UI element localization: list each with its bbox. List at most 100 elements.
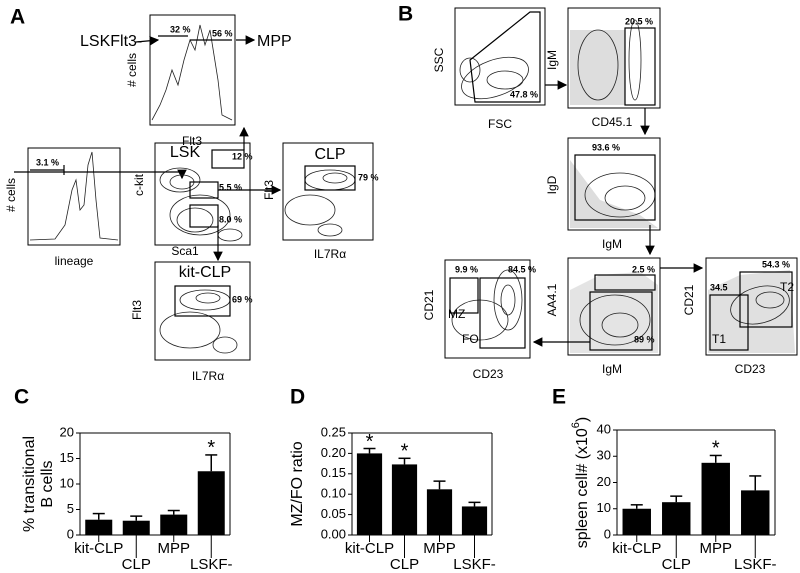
pct: 9.9 % — [455, 264, 478, 274]
significance-star: * — [712, 438, 720, 460]
flt3-histogram: 32 % 56 % LSKFlt3- MPP # cells Flt3 — [80, 14, 292, 148]
y-axis-label-text: spleen cell# (x10 — [574, 428, 591, 548]
y-axis-label-text: MZ/FO ratio — [289, 441, 306, 526]
y-axis-label-sup: 6 — [570, 422, 582, 428]
y-axis-label-tail: ) — [574, 417, 591, 422]
y-tick-label: 0.15 — [321, 465, 346, 480]
bar — [741, 490, 770, 535]
lineage-histogram: 3.1 % # cells lineage — [4, 147, 187, 268]
igd-plot: 93.6 % IgD IgM — [545, 137, 661, 256]
y-axis-label-text: % transitional — [21, 436, 38, 532]
pct: 8.0 % — [219, 214, 242, 224]
pct: 89 % — [634, 334, 655, 344]
scatter-plot: 47.8 % SSC FSC — [432, 7, 568, 131]
pct: 5.5 % — [219, 182, 242, 192]
gate-label: LSKFlt3- — [80, 33, 142, 50]
pct: 2.5 % — [632, 264, 655, 274]
bar — [662, 502, 691, 535]
panel-label: C — [14, 386, 29, 409]
significance-star: * — [366, 431, 374, 453]
axis-label: # cells — [125, 53, 139, 87]
bar — [122, 520, 150, 535]
x-tick-label: MPP — [157, 540, 190, 557]
significance-star: * — [401, 441, 409, 463]
y-axis-label: MZ/FO ratio — [289, 441, 306, 526]
bar — [160, 514, 188, 535]
bar — [426, 489, 453, 535]
clp-plot: CLP 79 % Flt3 IL7Rα — [262, 142, 379, 261]
axis-label: IgM — [602, 237, 622, 251]
x-tick-label: MPP — [423, 540, 456, 557]
y-tick-label: 40 — [597, 421, 611, 436]
x-tick-label: LSKF- — [190, 556, 233, 573]
aa41-plot: 2.5 % 89 % AA4.1 IgM — [532, 257, 704, 376]
axis-label: AA4.1 — [545, 283, 559, 316]
bar — [701, 462, 730, 535]
y-tick-label: 0.00 — [321, 526, 346, 541]
pct: 56 % — [212, 28, 233, 38]
y-tick-label: 0 — [67, 526, 74, 541]
y-tick-label: 5 — [67, 501, 74, 516]
pct: 93.6 % — [592, 142, 620, 152]
axis-label: CD45.1 — [592, 115, 633, 129]
gate-label: MZ — [448, 307, 465, 321]
bar — [391, 464, 418, 535]
y-tick-label: 0 — [604, 526, 611, 541]
x-tick-label: kit-CLP — [612, 540, 661, 557]
x-tick-label: kit-CLP — [74, 540, 123, 557]
axis-label: Flt3 — [130, 300, 144, 320]
y-tick-label: 0.10 — [321, 486, 346, 501]
axis-label: CD23 — [735, 362, 766, 376]
x-tick-label: CLP — [662, 556, 691, 573]
axis-label: CD23 — [473, 367, 504, 381]
panel-label: E — [552, 386, 566, 409]
axis-label: CD21 — [682, 284, 696, 315]
mzfo-plot: 9.9 % 84.5 % MZ FO CD21 CD23 — [422, 259, 536, 381]
pct: 12 % — [232, 151, 253, 161]
axis-label: # cells — [4, 178, 18, 212]
pct: 32 % — [170, 24, 191, 34]
y-tick-label: 10 — [597, 500, 611, 515]
y-tick-label: 0.05 — [321, 506, 346, 521]
panel-label: D — [290, 386, 305, 409]
y-tick-label: 20 — [60, 424, 74, 439]
y-tick-label: 15 — [60, 450, 74, 465]
axis-label: SSC — [432, 47, 446, 72]
panel-label: B — [398, 3, 413, 26]
pct: 47.8 % — [510, 89, 538, 99]
bar — [356, 453, 383, 535]
bar — [197, 471, 225, 535]
bar — [461, 506, 488, 535]
x-tick-label: LSKF- — [734, 556, 777, 573]
axis-label: IL7Rα — [314, 247, 346, 261]
y-tick-label: 0.25 — [321, 424, 346, 439]
gate-label: T1 — [712, 332, 726, 346]
axis-label: c-kit — [132, 173, 146, 196]
pct: 54.3 % — [762, 259, 790, 269]
x-tick-label: CLP — [390, 556, 419, 573]
significance-star: * — [207, 437, 215, 459]
pct: 20.5 % — [625, 16, 653, 26]
axis-label: IgM — [545, 50, 559, 70]
pct: 79 % — [358, 172, 379, 182]
kit-clp-plot: kit-CLP 69 % Flt3 IL7Rα — [130, 261, 253, 383]
x-tick-label: CLP — [122, 556, 151, 573]
gate-label: T2 — [780, 280, 794, 294]
y-tick-label: 10 — [60, 475, 74, 490]
y-axis-label-text: B cells — [39, 460, 56, 507]
y-axis-label: B cells — [39, 460, 56, 507]
axis-label: Flt3 — [262, 180, 276, 200]
y-axis-label: % transitional — [21, 436, 38, 532]
bar — [85, 519, 113, 535]
transitional-plot: 54.3 % 34.5 T2 T1 CD21 CD23 — [682, 257, 798, 376]
axis-label: lineage — [55, 254, 94, 268]
x-tick-label: MPP — [699, 540, 732, 557]
pct: 3.1 % — [36, 157, 59, 167]
gate-label: MPP — [257, 33, 292, 50]
gate-label: FO — [462, 332, 479, 346]
axis-label: Flt3 — [182, 134, 202, 148]
y-tick-label: 0.20 — [321, 445, 346, 460]
axis-label: IL7Rα — [192, 369, 224, 383]
y-tick-label: 20 — [597, 474, 611, 489]
axis-label: Sca1 — [171, 244, 199, 258]
